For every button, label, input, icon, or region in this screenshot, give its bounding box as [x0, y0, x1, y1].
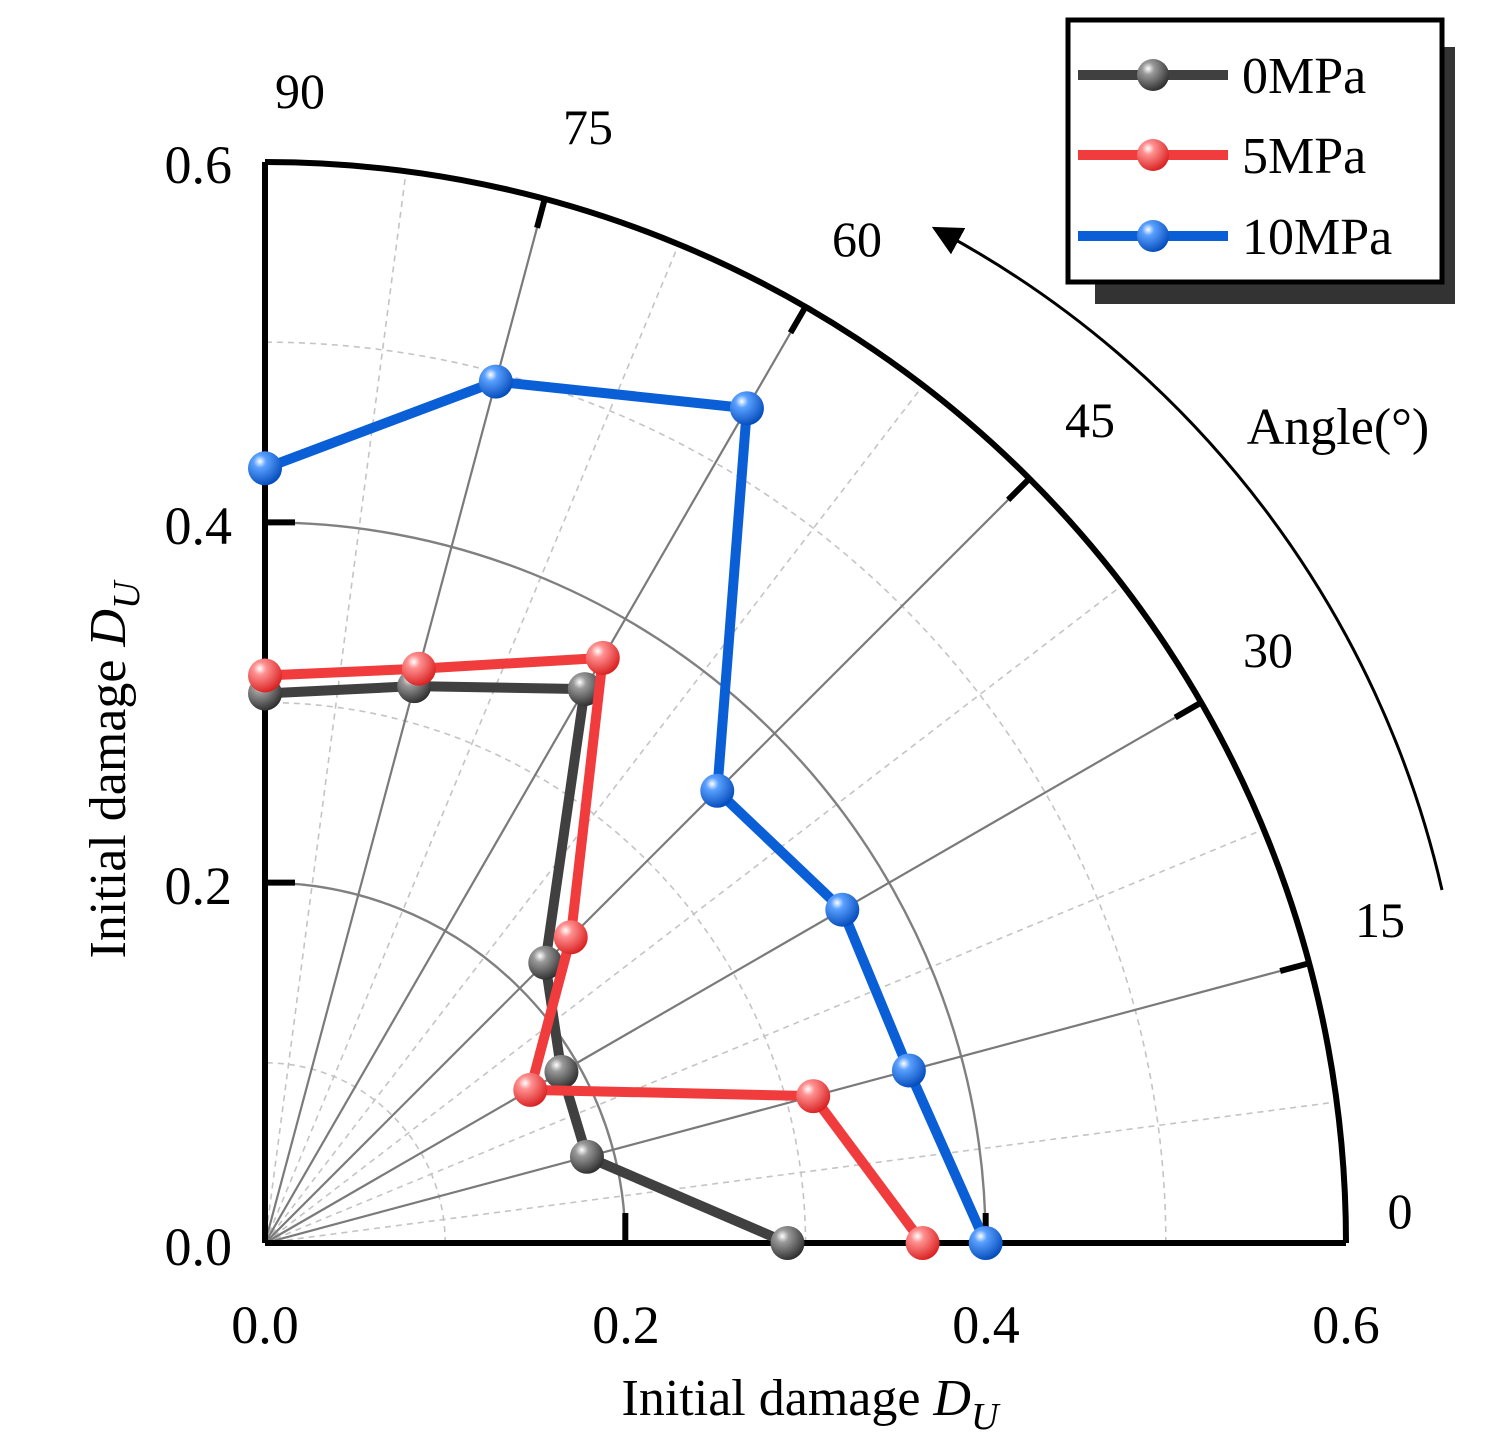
major-grid-spoke: [264, 477, 1031, 1244]
data-point-5mpa-45: [553, 920, 588, 955]
x-axis-title-subscript: U: [971, 1396, 1001, 1438]
data-point-0mpa-15: [569, 1139, 604, 1174]
legend-marker-10MPa: [1137, 220, 1169, 252]
angle-tick: [534, 198, 548, 229]
grid-layer: [263, 171, 1337, 1245]
data-point-10mpa-75: [478, 364, 513, 399]
y-axis-title-symbol: D: [80, 609, 137, 648]
angle-label-0: 0: [1388, 1183, 1413, 1239]
data-point-5mpa-15: [796, 1079, 831, 1114]
x-axis-title: Initial damage DU: [622, 1370, 1001, 1438]
y-axis-title: Initial damage DU: [80, 579, 148, 958]
angle-label-45: 45: [1065, 392, 1115, 448]
y-tick-label-1: 0.2: [165, 856, 233, 916]
data-point-5mpa-60: [585, 640, 620, 675]
data-point-10mpa-0: [968, 1226, 1003, 1260]
minor-grid-spoke: [264, 828, 1265, 1244]
x-tick-label-0: 0.0: [231, 1295, 299, 1355]
minor-grid-spoke: [264, 171, 407, 1244]
data-point-0mpa-0: [770, 1226, 805, 1260]
major-grid-spoke: [263, 198, 546, 1244]
minor-grid-spoke: [264, 243, 680, 1244]
data-point-5mpa-75: [401, 651, 436, 686]
series-layer: [248, 364, 1003, 1260]
minor-grid-spoke: [264, 584, 1124, 1244]
major-grid-spoke: [264, 962, 1310, 1245]
data-point-5mpa-90: [248, 658, 282, 693]
x-tick-label-2: 0.4: [952, 1295, 1020, 1355]
data-point-5mpa-30: [513, 1072, 548, 1107]
data-point-10mpa-30: [825, 892, 860, 927]
y-tick-label-3: 0.6: [165, 135, 233, 195]
legend-marker-0MPa: [1137, 59, 1169, 91]
data-point-10mpa-15: [891, 1053, 926, 1088]
major-grid-spoke: [264, 306, 807, 1244]
data-point-0mpa-30: [544, 1054, 579, 1089]
major-grid-spoke: [264, 701, 1202, 1244]
legend-marker-5MPa: [1137, 139, 1169, 171]
legend-label-10MPa: 10MPa: [1242, 209, 1392, 266]
angle-label-30: 30: [1243, 622, 1293, 678]
x-tick-label-1: 0.2: [592, 1295, 660, 1355]
data-point-5mpa-0: [905, 1226, 940, 1260]
angle-tick: [1173, 699, 1203, 721]
y-tick-label-0: 0.0: [165, 1217, 233, 1277]
legend-label-0MPa: 0MPa: [1242, 48, 1366, 105]
x-tick-label-3: 0.6: [1312, 1295, 1380, 1355]
legend-label-5MPa: 5MPa: [1242, 128, 1366, 185]
data-point-10mpa-60: [729, 391, 764, 426]
y-axis-title-prefix: Initial damage: [80, 647, 137, 959]
angle-direction-arrow: [931, 226, 1444, 891]
data-point-0mpa-45: [528, 945, 563, 980]
angle-tick: [787, 305, 809, 335]
minor-grid-circle: [264, 701, 807, 1244]
series-line-10mpa: [263, 376, 991, 1246]
minor-grid-spoke: [264, 1101, 1337, 1244]
angle-label-90: 90: [275, 63, 325, 119]
angle-label-15: 15: [1355, 892, 1405, 948]
angle-axis-title: Angle(°): [1247, 399, 1430, 456]
legend: 0MPa 5MPa 10MPa: [1065, 17, 1455, 304]
angle-tick: [1006, 476, 1032, 502]
angle-label-60: 60: [832, 211, 882, 267]
y-tick-label-2: 0.4: [165, 496, 233, 556]
minor-grid-circle: [264, 1062, 446, 1244]
data-point-10mpa-45: [700, 773, 735, 808]
angle-tick: [1279, 960, 1310, 974]
data-point-10mpa-90: [248, 451, 282, 486]
angle-label-75: 75: [563, 99, 613, 155]
y-axis-title-subscript: U: [106, 579, 148, 609]
x-axis-title-symbol: D: [932, 1370, 971, 1427]
x-axis-title-prefix: Initial damage: [622, 1370, 934, 1427]
minor-grid-spoke: [264, 384, 924, 1244]
